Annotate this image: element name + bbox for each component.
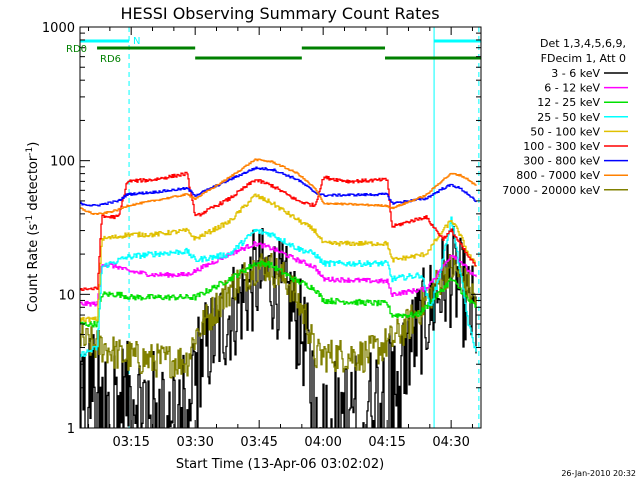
legend-label: 6 - 12 keV bbox=[544, 82, 600, 95]
y-axis-label-sup1: -1 bbox=[25, 215, 35, 224]
legend: Det 1,3,4,5,6,9, FDecim 1, Att 0 3 - 6 k… bbox=[502, 37, 628, 197]
y-axis-label: Count Rate (s-1 detector-1) bbox=[25, 142, 41, 313]
x-tick-label: 04:30 bbox=[432, 435, 469, 450]
y-tick-label: 10 bbox=[58, 288, 75, 303]
series-line-2 bbox=[80, 260, 477, 328]
rd6-label: RD6 bbox=[100, 54, 121, 65]
y-axis-label-main: Count Rate (s bbox=[26, 224, 41, 313]
y-axis-label-end: ) bbox=[26, 142, 41, 147]
series-line-4 bbox=[80, 193, 477, 323]
legend-label: 25 - 50 keV bbox=[537, 111, 600, 124]
y-axis-label-mid: detector bbox=[26, 155, 41, 215]
series-line-3 bbox=[80, 216, 477, 357]
legend-label: 300 - 800 keV bbox=[523, 155, 600, 168]
series-line-1 bbox=[80, 241, 477, 307]
rd0-label: RD0 bbox=[66, 44, 87, 55]
series-line-5 bbox=[80, 171, 477, 291]
series-line-7 bbox=[80, 158, 477, 216]
annotation-layer: N RD6 bbox=[80, 27, 481, 428]
legend-label: 7000 - 20000 keV bbox=[502, 184, 600, 197]
legend-label: 800 - 7000 keV bbox=[516, 169, 600, 182]
axes-layer: 03:15 03:30 03:45 04:00 04:15 04:30 1 10 100 1000 bbox=[42, 21, 481, 450]
chart-title: HESSI Observing Summary Count Rates bbox=[120, 4, 439, 23]
x-tick-label: 04:00 bbox=[304, 435, 341, 450]
series-line-8 bbox=[80, 253, 477, 379]
night-label: N bbox=[133, 36, 140, 47]
legend-label: 3 - 6 keV bbox=[551, 67, 600, 80]
y-tick-label: 1000 bbox=[42, 21, 75, 36]
legend-header-2: FDecim 1, Att 0 bbox=[541, 52, 626, 65]
x-tick-label: 04:15 bbox=[368, 435, 405, 450]
x-tick-label: 03:45 bbox=[240, 435, 277, 450]
legend-label: 100 - 300 keV bbox=[523, 140, 600, 153]
y-axis-label-sup2: -1 bbox=[25, 147, 35, 156]
x-tick-label: 03:30 bbox=[176, 435, 213, 450]
x-axis-label: Start Time (13-Apr-06 03:02:02) bbox=[176, 457, 384, 472]
x-tick-label: 03:15 bbox=[112, 435, 149, 450]
legend-label: 50 - 100 keV bbox=[530, 125, 600, 138]
series-layer bbox=[80, 158, 477, 428]
series-line-0 bbox=[80, 225, 477, 428]
footer-timestamp: 26-Jan-2010 20:32 bbox=[561, 469, 636, 478]
y-tick-label: 100 bbox=[50, 155, 75, 170]
legend-label: 12 - 25 keV bbox=[537, 96, 600, 109]
y-tick-label: 1 bbox=[67, 422, 75, 437]
legend-header-1: Det 1,3,4,5,6,9, bbox=[540, 37, 626, 50]
